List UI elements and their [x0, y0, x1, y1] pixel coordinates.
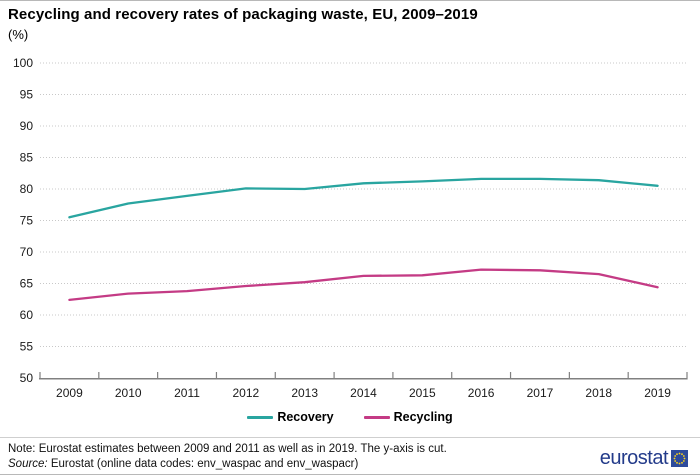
- y-tick-label-55: 55: [20, 340, 34, 354]
- y-tick-label-60: 60: [20, 308, 34, 322]
- y-tick-label-85: 85: [20, 151, 34, 165]
- y-tick-label-70: 70: [20, 245, 34, 259]
- recycling-line-swatch: [363, 415, 390, 419]
- y-tick-label-75: 75: [20, 214, 34, 228]
- y-tick-label-80: 80: [20, 182, 34, 196]
- y-tick-label-65: 65: [20, 277, 34, 291]
- eurostat-logo: eurostat: [600, 447, 688, 470]
- eu-flag-star: [676, 453, 678, 456]
- eu-flag-star: [683, 457, 686, 460]
- eu-flag-star: [682, 460, 685, 462]
- series-line-recycling: [68, 268, 659, 302]
- eu-flag-star: [678, 462, 681, 465]
- source-text: Eurostat (online data codes: env_waspac …: [50, 458, 359, 470]
- x-tick-label-2019: 2019: [644, 386, 671, 400]
- chart-subtitle: (%): [8, 27, 29, 42]
- eu-flag-star: [681, 461, 683, 464]
- eu-flag-star: [676, 461, 678, 464]
- x-tick-label-2016: 2016: [468, 386, 495, 400]
- y-tick-label-100: 100: [13, 56, 33, 70]
- legend-label-recycling: Recycling: [393, 410, 453, 424]
- eu-flag-star: [678, 452, 681, 455]
- eu-flag-star: [681, 453, 683, 456]
- source-label: Source:: [8, 458, 48, 470]
- eu-flag-star: [682, 455, 685, 457]
- series-line-recovery: [68, 177, 659, 219]
- legend-label-recovery: Recovery: [277, 410, 334, 424]
- x-tick-label-2012: 2012: [233, 386, 260, 400]
- eu-flag-star: [673, 457, 676, 460]
- eu-flag-star: [674, 460, 677, 462]
- y-tick-label-90: 90: [20, 119, 34, 133]
- note-line: Note: Eurostat estimates between 2009 an…: [8, 442, 692, 457]
- chart-title: Recycling and recovery rates of packagin…: [8, 6, 478, 23]
- recovery-line-swatch: [247, 415, 274, 419]
- y-tick-label-95: 95: [20, 88, 34, 102]
- legend-item-recovery: Recovery: [247, 410, 334, 424]
- source-line: Source: Eurostat (online data codes: env…: [8, 457, 692, 472]
- y-tick-label-50: 50: [20, 371, 34, 385]
- eu-flag-background: [671, 450, 688, 467]
- legend-item-recycling: Recycling: [363, 410, 453, 424]
- x-tick-label-2017: 2017: [527, 386, 554, 400]
- eu-flag-icon: [671, 450, 688, 467]
- x-tick-label-2014: 2014: [350, 386, 377, 400]
- note-label: Note:: [8, 443, 36, 455]
- x-tick-label-2009: 2009: [56, 386, 83, 400]
- note-text: Eurostat estimates between 2009 and 2011…: [38, 443, 447, 455]
- footer-notes: Note: Eurostat estimates between 2009 an…: [0, 437, 700, 474]
- x-tick-label-2011: 2011: [174, 386, 200, 400]
- eurostat-logo-text: eurostat: [599, 447, 669, 469]
- x-tick-label-2013: 2013: [291, 386, 318, 400]
- x-tick-label-2010: 2010: [115, 386, 142, 400]
- chart-legend: Recovery Recycling: [0, 410, 700, 424]
- x-tick-label-2015: 2015: [409, 386, 436, 400]
- eu-flag-star: [674, 455, 677, 457]
- x-tick-label-2018: 2018: [585, 386, 612, 400]
